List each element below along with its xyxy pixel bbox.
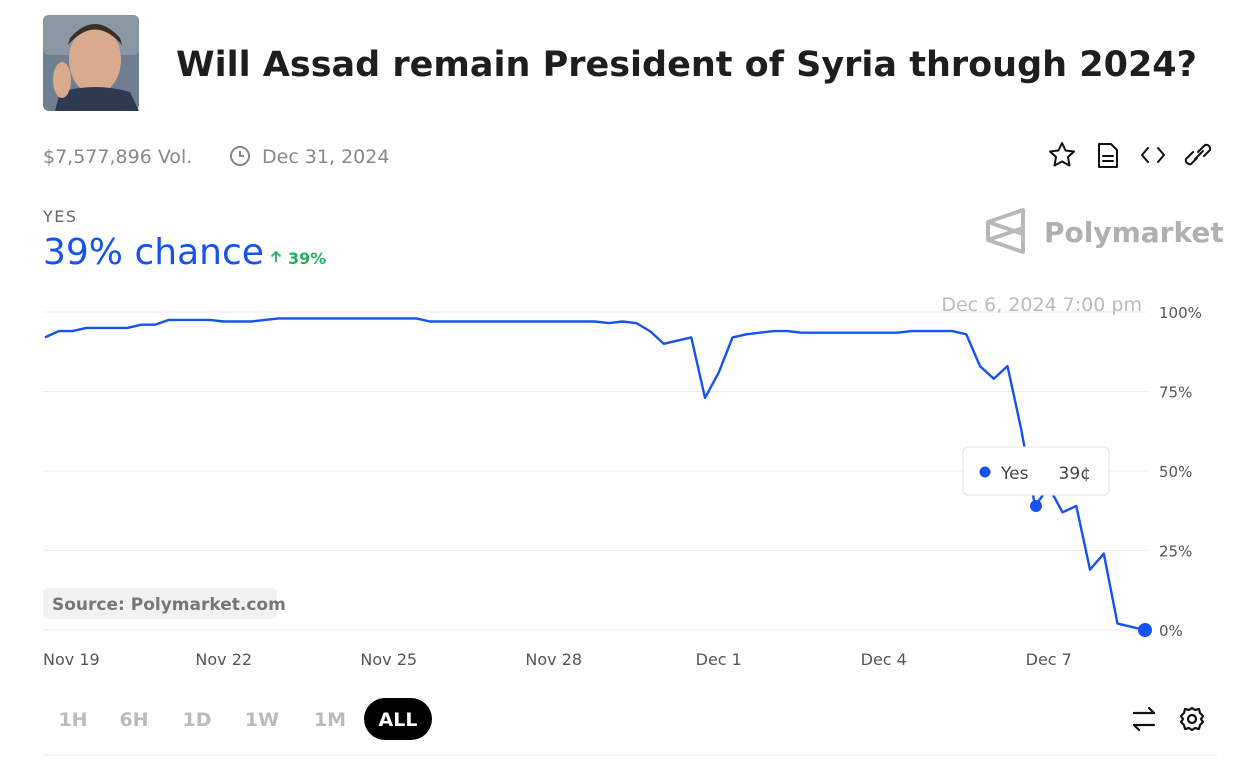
range-button[interactable]: 1W [245, 709, 279, 731]
outcome-label: YES [42, 207, 78, 226]
y-tick-label: 25% [1159, 543, 1192, 561]
y-tick-label: 100% [1159, 304, 1202, 322]
brand-name: Polymarket [1044, 216, 1224, 249]
tooltip-series: Yes [1000, 464, 1029, 484]
range-button[interactable]: ALL [379, 709, 418, 731]
range-buttons: 1H 6H 1D 1W 1M ALL [58, 698, 432, 740]
price-line [44, 317, 1146, 632]
range-button[interactable]: 1M [314, 709, 346, 731]
embed-button[interactable] [1141, 147, 1165, 163]
market-image [43, 15, 139, 111]
range-button[interactable]: 6H [119, 709, 148, 731]
y-tick-label: 50% [1159, 463, 1192, 481]
x-tick-label: Dec 1 [696, 650, 742, 669]
tooltip [962, 446, 1110, 496]
hover-date: Dec 6, 2024 7:00 pm [941, 294, 1142, 316]
clock-icon [230, 146, 250, 166]
hover-point [1030, 499, 1042, 512]
link-button[interactable] [1184, 143, 1212, 166]
settings-button[interactable] [1179, 706, 1205, 732]
source-badge [43, 588, 277, 619]
y-tick-label: 0% [1159, 622, 1183, 640]
outcome-chance: 39% chance [43, 232, 264, 273]
x-tick-label: Nov 25 [360, 650, 417, 669]
market-title: Will Assad remain President of Syria thr… [176, 45, 1197, 85]
document-button[interactable] [1098, 143, 1118, 168]
brand-logo [986, 208, 1025, 254]
y-tick-label: 75% [1159, 384, 1192, 402]
x-tick-label: Nov 28 [525, 650, 582, 669]
tooltip-swatch [979, 466, 991, 478]
x-tick-label: Dec 4 [861, 650, 907, 669]
end-date: Dec 31, 2024 [262, 146, 389, 168]
range-button[interactable]: 1H [58, 709, 87, 731]
source: Source: Polymarket.com [52, 595, 286, 615]
last-point [1138, 623, 1152, 637]
volume: $7,577,896 Vol. [43, 146, 192, 168]
range-button[interactable]: 1D [183, 709, 212, 731]
x-tick-label: Nov 19 [43, 650, 100, 669]
outcome-change: 39% [288, 249, 326, 268]
range-button-active[interactable] [364, 698, 432, 740]
chart: 0% 25% 50% 75% 100% Nov 19 Nov 22 Nov 25 Nov 28 D… [43, 294, 1202, 669]
swap-button[interactable] [1132, 706, 1156, 732]
x-tick-label: Nov 22 [195, 650, 252, 669]
x-tick-label: Dec 7 [1026, 650, 1072, 669]
change-arrow [270, 250, 282, 262]
star-button[interactable] [1049, 142, 1075, 167]
tooltip-value: 39¢ [1059, 464, 1091, 484]
